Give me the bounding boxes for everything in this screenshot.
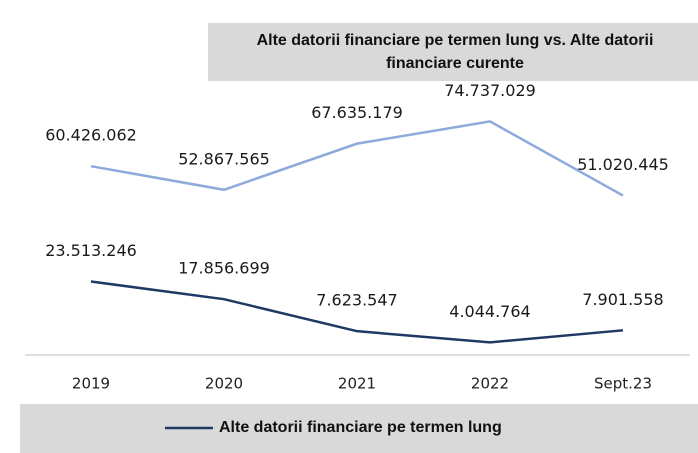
- chart-title: financiare curente: [386, 55, 524, 72]
- data-label: 7.901.558: [582, 290, 663, 309]
- legend-label: Alte datorii financiare pe termen lung: [219, 419, 502, 436]
- data-label: 60.426.062: [45, 126, 137, 145]
- data-label: 52.867.565: [178, 149, 270, 168]
- data-label: 4.044.764: [449, 302, 530, 321]
- x-tick-label: 2020: [205, 375, 243, 393]
- chart-title: Alte datorii financiare pe termen lung v…: [257, 32, 654, 49]
- legend-box: [20, 404, 698, 453]
- data-label: 67.635.179: [311, 103, 403, 122]
- x-tick-label: 2022: [471, 375, 509, 393]
- data-label: 17.856.699: [178, 259, 270, 278]
- data-label: 23.513.246: [45, 241, 137, 260]
- data-label: 74.737.029: [444, 81, 536, 100]
- series-line: [90, 280, 624, 344]
- series-line: [90, 120, 624, 197]
- x-tick-label: 2021: [338, 375, 376, 393]
- data-label: 51.020.445: [577, 155, 669, 174]
- title-box: [208, 23, 698, 81]
- data-label: 7.623.547: [316, 291, 397, 310]
- x-tick-label: 2019: [72, 375, 110, 393]
- x-tick-label: Sept.23: [594, 375, 652, 393]
